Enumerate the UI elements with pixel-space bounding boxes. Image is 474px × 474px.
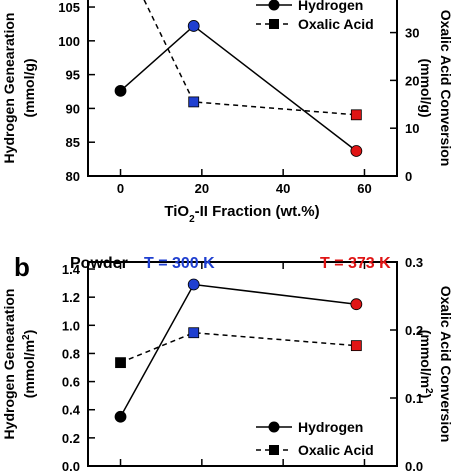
y-right-label: Oxalic Acid Conversion(mmol/m2): [418, 286, 454, 443]
y-right-tick-label: 30: [405, 26, 419, 41]
y-left-label: Hydrogen Genearation (mmol/m2): [1, 289, 37, 440]
y-right-label: Oxalic Acid Conversion(mmol/g): [418, 10, 454, 167]
header-temp-373-text: T = 373 K: [320, 255, 391, 272]
y-left-tick-label: 1.2: [62, 290, 80, 305]
series-line-hydrogen: [120, 24, 357, 152]
data-point-hydrogen: [114, 410, 127, 423]
y-right-tick-label: 0.2: [405, 323, 423, 338]
header-powder: Powder: [70, 255, 128, 272]
x-tick-label: 0: [117, 181, 124, 196]
legend-marker-square: [269, 445, 279, 455]
x-axis-label-main: TiO: [164, 203, 189, 220]
plot-frame: [87, 0, 398, 177]
y-right-label-close: ): [418, 394, 434, 399]
series-line-hydrogen: [119, 283, 357, 418]
plot-frame: [87, 261, 398, 467]
y-right-tick-label: 0.0: [405, 459, 423, 474]
x-axis-label-rest: -II Fraction (wt.%): [195, 203, 320, 220]
panel-a: 0 20 40 60 80 85 90 95 100 105 0 10 20 30 Hydrogen Oxal…: [1, 0, 454, 196]
legend-marker-circle: [268, 0, 280, 11]
x-tick-label: 60: [357, 181, 371, 196]
y-left-tick-label: 0.2: [62, 431, 80, 446]
x-axis-label: TiO2-II Fraction (wt.%): [164, 203, 319, 225]
y-left-tick-label: 0.0: [62, 459, 80, 474]
data-point-hydrogen: [350, 298, 363, 311]
y-left-tick-label: 100: [58, 34, 80, 49]
data-point-oxalic-acid: [350, 109, 362, 121]
header-temp-300-text: T = 300 K: [144, 255, 215, 272]
x-tick-label: 40: [276, 471, 290, 474]
y-left-label-line1: Hydrogen Genearation: [1, 289, 17, 440]
y-left-tick-label: 85: [66, 135, 80, 150]
panel-b: 0 20 40 60 0.0 0.2 0.4 0.6 0.8 1.0 1.2 1.4 0.0 0.1 0.2…: [1, 255, 454, 474]
y-left-tick-label: 105: [58, 0, 80, 15]
y-right-tick-label: 0.1: [405, 391, 423, 406]
legend-marker-square: [269, 19, 279, 29]
data-point-hydrogen: [187, 20, 200, 32]
data-point-hydrogen: [350, 145, 363, 157]
y-left-tick-label: 0.6: [62, 375, 80, 390]
x-tick-label: 0: [117, 471, 124, 474]
y-left-tick-label: 95: [66, 68, 80, 83]
y-left-tick-label: 0.8: [62, 346, 80, 361]
x-tick-label: 40: [276, 181, 290, 196]
y-right-tick-label: 10: [405, 121, 419, 136]
data-point-oxalic-acid: [188, 327, 200, 339]
series-line-oxalic-acid: [120, 331, 357, 364]
y-right-label-line1: Oxalic Acid Conversion: [438, 10, 454, 167]
x-tick-label: 60: [357, 471, 371, 474]
series-line-oxalic-acid: [143, 0, 357, 116]
data-point-hydrogen: [114, 84, 127, 97]
y-left-label: Hydrogen Genearation (mmol/g): [1, 13, 37, 164]
y-left-label-close: ): [21, 330, 37, 335]
y-left-label-unit: (mmol/g): [21, 58, 37, 117]
y-left-label-line1: Hydrogen Genearation: [1, 13, 17, 164]
panel-label-b: b: [14, 252, 30, 282]
header-temp-300: T = 300 K: [144, 255, 215, 272]
data-point-oxalic-acid: [115, 357, 126, 369]
y-left-tick-label: 80: [66, 169, 80, 184]
header-temp-373: T = 373 K: [320, 255, 391, 272]
y-right-label-unit: (mmol/m: [418, 330, 434, 388]
y-left-label-sup: 2: [21, 334, 32, 340]
y-right-label-line2: (mmol/m2): [418, 330, 435, 399]
y-left-label-line2: (mmol/g): [21, 58, 37, 117]
legend-marker-circle: [268, 421, 280, 433]
x-tick-label: 20: [195, 181, 209, 196]
y-left-tick-label: 1.0: [62, 318, 80, 333]
y-left-label-unit: (mmol/m: [21, 340, 37, 398]
y-left-tick-label: 90: [66, 101, 80, 116]
legend-label: Oxalic Acid: [298, 442, 374, 458]
legend-label: Hydrogen: [298, 0, 363, 13]
y-right-tick-label: 20: [405, 73, 419, 88]
y-right-label-unit: (mmol/g): [418, 58, 434, 117]
x-tick-label: 20: [195, 471, 209, 474]
y-right-label-sup: 2: [424, 388, 435, 394]
x-axis-label-sub: 2: [189, 214, 195, 225]
y-left-tick-label: 1.4: [62, 262, 81, 277]
legend-label: Hydrogen: [298, 419, 363, 435]
y-right-label-line1: Oxalic Acid Conversion: [438, 286, 454, 443]
legend-label: Oxalic Acid: [298, 16, 374, 32]
y-right-tick-label: 0.3: [405, 255, 423, 270]
data-point-oxalic-acid: [188, 96, 200, 108]
y-left-tick-label: 0.4: [62, 403, 81, 418]
y-right-label-line2: (mmol/g): [418, 58, 434, 117]
y-left-label-line2: (mmol/m2): [21, 330, 38, 399]
y-right-tick-label: 0: [405, 169, 412, 184]
data-point-oxalic-acid: [350, 340, 362, 352]
data-point-hydrogen: [187, 278, 200, 291]
